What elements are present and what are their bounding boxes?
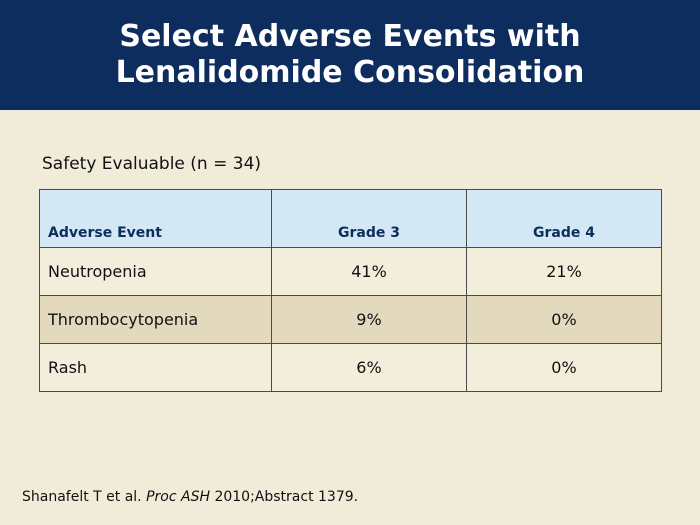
table-row: Neutropenia 41% 21%: [39, 247, 662, 296]
grade-3-value: 41%: [271, 247, 467, 296]
table-header-row: Adverse Event Grade 3 Grade 4: [39, 189, 662, 248]
table-row: Rash 6% 0%: [39, 343, 662, 392]
grade-4-value: 0%: [466, 343, 662, 392]
citation-details: 2010;Abstract 1379.: [210, 489, 359, 505]
column-header-grade-3: Grade 3: [271, 189, 467, 248]
slide-title-line-2: Lenalidomide Consolidation: [115, 55, 585, 90]
citation-journal: Proc ASH: [146, 489, 210, 505]
citation: Shanafelt T et al. Proc ASH 2010;Abstrac…: [22, 489, 358, 505]
adverse-event-name: Rash: [39, 343, 272, 392]
column-header-adverse-event: Adverse Event: [39, 189, 272, 248]
grade-4-value: 0%: [466, 295, 662, 344]
citation-authors: Shanafelt T et al.: [22, 489, 147, 505]
slide-title: Select Adverse Events with Lenalidomide …: [116, 19, 585, 91]
adverse-event-name: Thrombocytopenia: [39, 295, 272, 344]
title-banner: Select Adverse Events with Lenalidomide …: [0, 0, 700, 110]
grade-3-value: 6%: [271, 343, 467, 392]
column-header-grade-4: Grade 4: [466, 189, 662, 248]
adverse-event-name: Neutropenia: [39, 247, 272, 296]
grade-3-value: 9%: [271, 295, 467, 344]
slide-title-line-1: Select Adverse Events with: [119, 19, 581, 54]
adverse-events-table: Adverse Event Grade 3 Grade 4 Neutropeni…: [39, 189, 662, 392]
population-label: Safety Evaluable (n = 34): [42, 154, 262, 174]
table-row: Thrombocytopenia 9% 0%: [39, 295, 662, 344]
grade-4-value: 21%: [466, 247, 662, 296]
